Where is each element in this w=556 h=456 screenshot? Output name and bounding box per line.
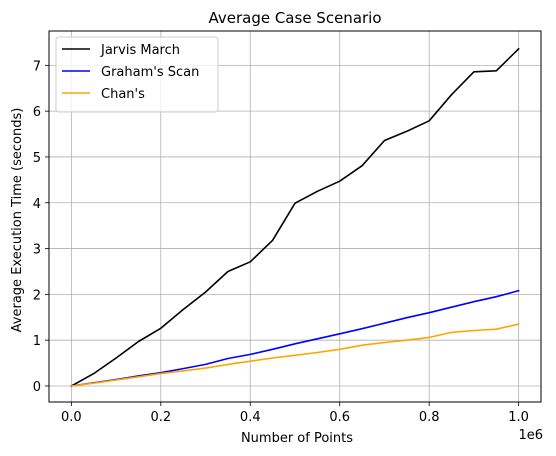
x-tick-label: 0.8 <box>419 410 440 425</box>
legend-label-chan-s: Chan's <box>101 87 145 102</box>
x-tick-label: 0.2 <box>150 410 171 425</box>
legend-label-graham-s-scan: Graham's Scan <box>101 65 199 80</box>
y-tick-label: 2 <box>33 288 41 303</box>
x-axis-label: Number of Points <box>241 431 353 446</box>
series-line-jarvis-march <box>70 47 520 388</box>
x-tick-label: 0.0 <box>61 410 82 425</box>
y-tick-label: 4 <box>33 197 41 212</box>
legend-label-jarvis-march: Jarvis March <box>100 43 180 58</box>
series-lines <box>70 47 520 388</box>
x-axis-offset-label: 1e6 <box>518 428 543 443</box>
x-tick-label: 0.6 <box>329 410 350 425</box>
y-tick-label: 3 <box>33 243 41 258</box>
y-tick-label: 5 <box>33 151 41 166</box>
series-line-chan-s <box>70 323 520 387</box>
axis-ticks: 0.0 0.2 0.4 0.6 0.8 1.0 0 1 2 3 4 5 6 7 <box>33 59 529 425</box>
x-tick-label: 1.0 <box>508 410 529 425</box>
y-tick-label: 6 <box>33 105 41 120</box>
y-tick-label: 7 <box>33 59 41 74</box>
y-tick-label: 0 <box>33 380 41 395</box>
y-axis-label: Average Execution Time (seconds) <box>10 108 25 333</box>
legend: Jarvis March Graham's Scan Chan's <box>55 36 219 113</box>
y-tick-label: 1 <box>33 334 41 349</box>
plot-area-frame <box>48 30 542 403</box>
chart-title: Average Case Scenario <box>208 9 381 27</box>
series-line-graham-s-scan <box>70 289 520 387</box>
legend-box <box>55 36 219 113</box>
x-tick-label: 0.4 <box>240 410 261 425</box>
